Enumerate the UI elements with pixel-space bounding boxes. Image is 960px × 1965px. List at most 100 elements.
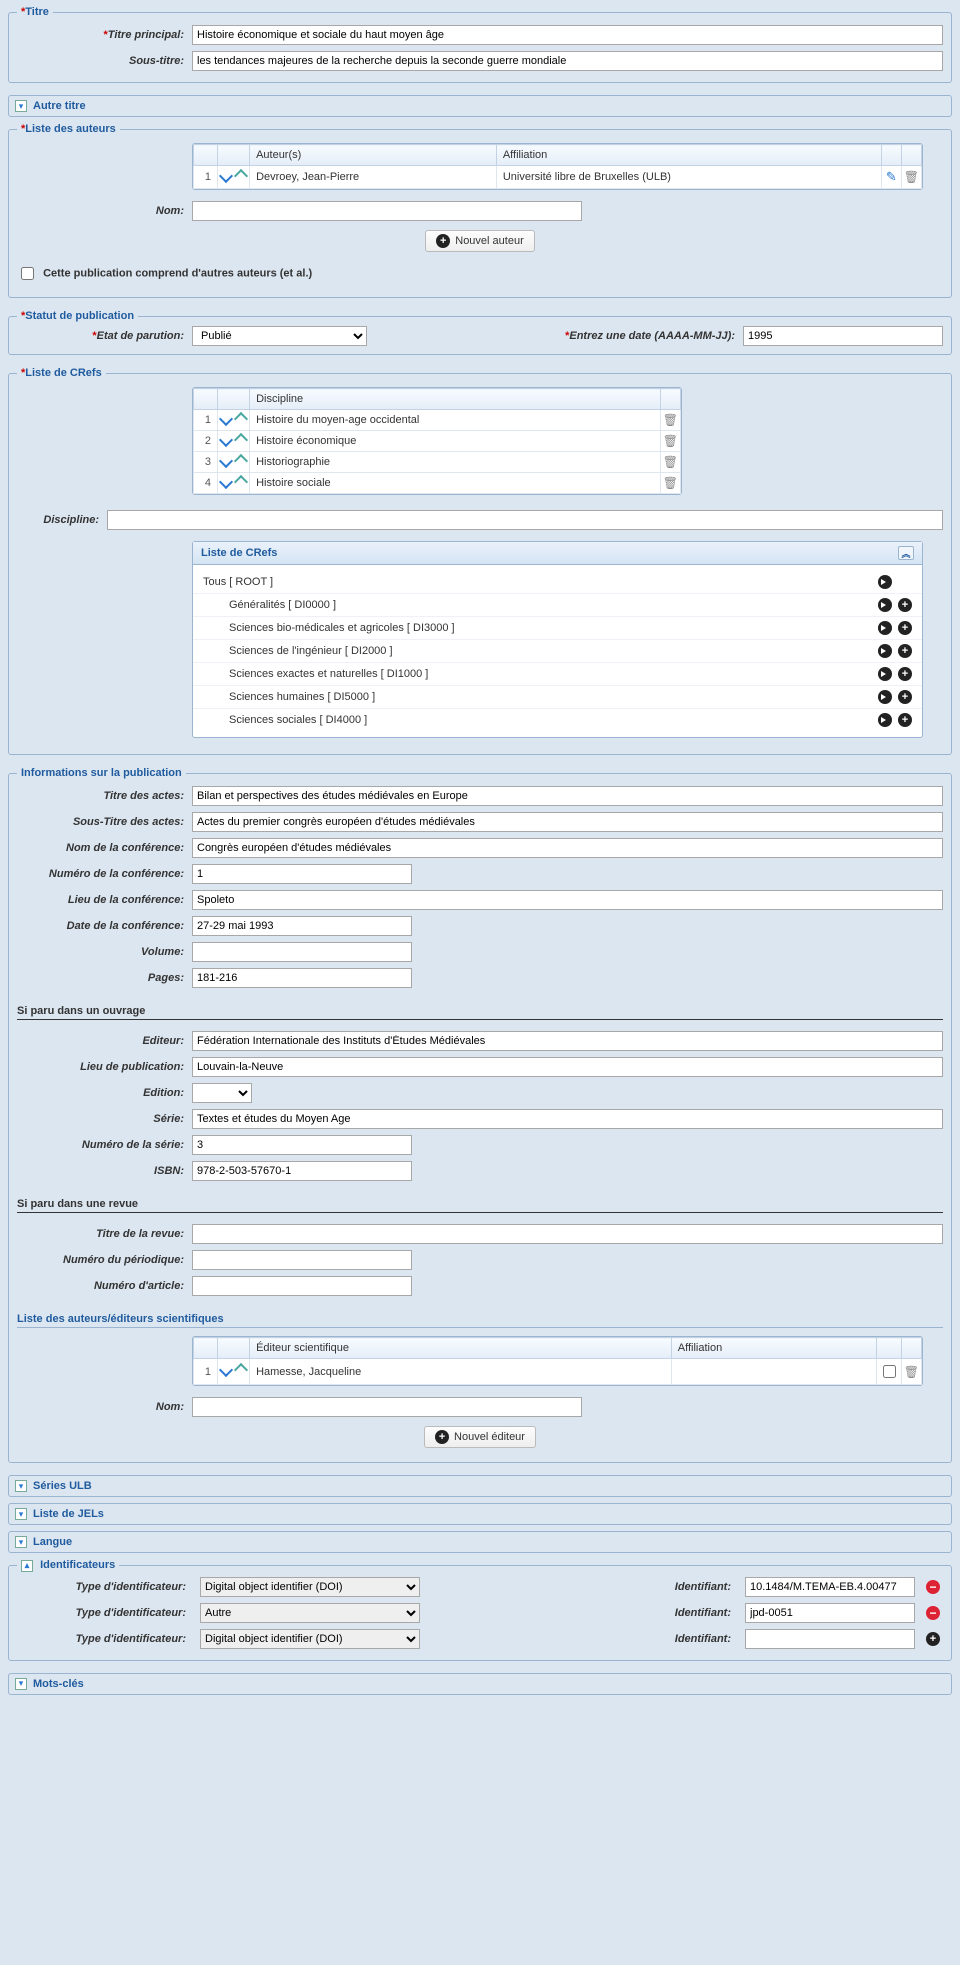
move-down-icon[interactable] bbox=[219, 411, 233, 425]
table-row: 1 Devroey, Jean-PierreUniversité libre d… bbox=[194, 166, 922, 189]
input-nom-auteur[interactable] bbox=[192, 201, 582, 221]
input-date-conf[interactable] bbox=[192, 916, 412, 936]
input-nom-editeur[interactable] bbox=[192, 1397, 582, 1417]
move-down-icon[interactable] bbox=[219, 1363, 233, 1377]
select-type-ident[interactable]: Digital object identifier (DOI) bbox=[200, 1629, 420, 1649]
add-icon[interactable] bbox=[898, 598, 912, 612]
toggle-identificateurs[interactable]: ▴ bbox=[21, 1560, 33, 1572]
toggle-mots-cles[interactable]: ▾ bbox=[15, 1678, 27, 1690]
input-titre-actes[interactable] bbox=[192, 786, 943, 806]
input-titre-revue[interactable] bbox=[192, 1224, 943, 1244]
move-up-icon[interactable] bbox=[234, 411, 248, 425]
tree-node-label[interactable]: Tous [ ROOT ] bbox=[203, 576, 273, 588]
move-up-icon[interactable] bbox=[234, 453, 248, 467]
input-volume[interactable] bbox=[192, 942, 412, 962]
move-up-icon[interactable] bbox=[234, 168, 248, 182]
tree-node-label[interactable]: Sciences bio-médicales et agricoles [ DI… bbox=[203, 622, 455, 634]
expand-icon[interactable] bbox=[878, 690, 892, 704]
fieldset-statut: *Statut de publication *Etat de parution… bbox=[8, 310, 952, 355]
btn-nouvel-auteur[interactable]: Nouvel auteur bbox=[425, 230, 535, 252]
btn-nouvel-editeur[interactable]: Nouvel éditeur bbox=[424, 1426, 536, 1448]
toggle-jels[interactable]: ▾ bbox=[15, 1508, 27, 1520]
legend-series-ulb: Séries ULB bbox=[33, 1480, 92, 1492]
expand-icon[interactable] bbox=[878, 575, 892, 589]
remove-icon[interactable] bbox=[926, 1606, 940, 1620]
trash-icon[interactable] bbox=[663, 415, 678, 427]
input-editeur[interactable] bbox=[192, 1031, 943, 1051]
add-icon[interactable] bbox=[898, 667, 912, 681]
label-volume: Volume: bbox=[17, 946, 192, 958]
input-serie[interactable] bbox=[192, 1109, 943, 1129]
input-lieu-pub[interactable] bbox=[192, 1057, 943, 1077]
trash-icon[interactable] bbox=[904, 1367, 919, 1379]
label-ident: Identifiant: bbox=[675, 1607, 737, 1619]
input-isbn[interactable] bbox=[192, 1161, 412, 1181]
input-num-art[interactable] bbox=[192, 1276, 412, 1296]
expand-icon[interactable] bbox=[878, 713, 892, 727]
table-row: 3 Historiographie bbox=[194, 452, 681, 473]
move-up-icon[interactable] bbox=[234, 432, 248, 446]
move-up-icon[interactable] bbox=[234, 474, 248, 488]
remove-icon[interactable] bbox=[926, 1580, 940, 1594]
toggle-series-ulb[interactable]: ▾ bbox=[15, 1480, 27, 1492]
select-etat-parution[interactable]: Publié bbox=[192, 326, 367, 346]
label-etat-parution: *Etat de parution: bbox=[17, 330, 192, 342]
legend-statut: *Statut de publication bbox=[17, 310, 138, 322]
input-discipline[interactable] bbox=[107, 510, 943, 530]
add-icon[interactable] bbox=[898, 690, 912, 704]
trash-icon[interactable] bbox=[663, 478, 678, 490]
trash-icon[interactable] bbox=[904, 172, 919, 184]
trash-icon[interactable] bbox=[663, 436, 678, 448]
table-row: 1 Histoire du moyen-age occidental bbox=[194, 410, 681, 431]
input-num-conf[interactable] bbox=[192, 864, 412, 884]
tree-node-label[interactable]: Sciences de l'ingénieur [ DI2000 ] bbox=[203, 645, 393, 657]
input-ident[interactable] bbox=[745, 1577, 915, 1597]
trash-icon[interactable] bbox=[663, 457, 678, 469]
input-ident[interactable] bbox=[745, 1629, 915, 1649]
expand-icon[interactable] bbox=[878, 667, 892, 681]
expand-icon[interactable] bbox=[878, 621, 892, 635]
label-date-conf: Date de la conférence: bbox=[17, 920, 192, 932]
move-down-icon[interactable] bbox=[219, 474, 233, 488]
cell-discipline: Histoire sociale bbox=[250, 473, 661, 494]
checkbox-editor[interactable] bbox=[883, 1365, 896, 1378]
add-icon[interactable] bbox=[898, 713, 912, 727]
heading-revue: Si paru dans une revue bbox=[17, 1194, 943, 1213]
input-lieu-conf[interactable] bbox=[192, 890, 943, 910]
add-icon[interactable] bbox=[926, 1632, 940, 1646]
add-icon[interactable] bbox=[898, 644, 912, 658]
col-auteur: Auteur(s) bbox=[250, 145, 497, 166]
tree-node-label[interactable]: Sciences humaines [ DI5000 ] bbox=[203, 691, 375, 703]
move-down-icon[interactable] bbox=[219, 432, 233, 446]
cell-discipline: Histoire économique bbox=[250, 431, 661, 452]
input-num-serie[interactable] bbox=[192, 1135, 412, 1155]
toggle-langue[interactable]: ▾ bbox=[15, 1536, 27, 1548]
expand-icon[interactable] bbox=[878, 644, 892, 658]
edit-icon[interactable] bbox=[886, 172, 897, 184]
tree-node-label[interactable]: Sciences sociales [ DI4000 ] bbox=[203, 714, 367, 726]
checkbox-etal[interactable] bbox=[21, 267, 34, 280]
input-pages[interactable] bbox=[192, 968, 412, 988]
input-ident[interactable] bbox=[745, 1603, 915, 1623]
tree-node-label[interactable]: Sciences exactes et naturelles [ DI1000 … bbox=[203, 668, 428, 680]
add-icon[interactable] bbox=[898, 621, 912, 635]
input-titre-principal[interactable] bbox=[192, 25, 943, 45]
input-sous-titre-actes[interactable] bbox=[192, 812, 943, 832]
move-up-icon[interactable] bbox=[234, 1363, 248, 1377]
tree-collapse-icon[interactable]: ︽ bbox=[898, 546, 914, 560]
expand-icon[interactable] bbox=[878, 598, 892, 612]
move-down-icon[interactable] bbox=[219, 168, 233, 182]
tree-row: Sciences exactes et naturelles [ DI1000 … bbox=[193, 662, 922, 685]
row-index: 2 bbox=[194, 431, 218, 452]
input-nom-conf[interactable] bbox=[192, 838, 943, 858]
tree-node-label[interactable]: Généralités [ DI0000 ] bbox=[203, 599, 336, 611]
input-num-period[interactable] bbox=[192, 1250, 412, 1270]
toggle-autre-titre[interactable]: ▾ bbox=[15, 100, 27, 112]
input-date[interactable] bbox=[743, 326, 943, 346]
select-edition[interactable] bbox=[192, 1083, 252, 1103]
input-sous-titre[interactable] bbox=[192, 51, 943, 71]
move-down-icon[interactable] bbox=[219, 453, 233, 467]
tree-row: Sciences de l'ingénieur [ DI2000 ] bbox=[193, 639, 922, 662]
select-type-ident[interactable]: Digital object identifier (DOI) bbox=[200, 1577, 420, 1597]
select-type-ident[interactable]: Autre bbox=[200, 1603, 420, 1623]
